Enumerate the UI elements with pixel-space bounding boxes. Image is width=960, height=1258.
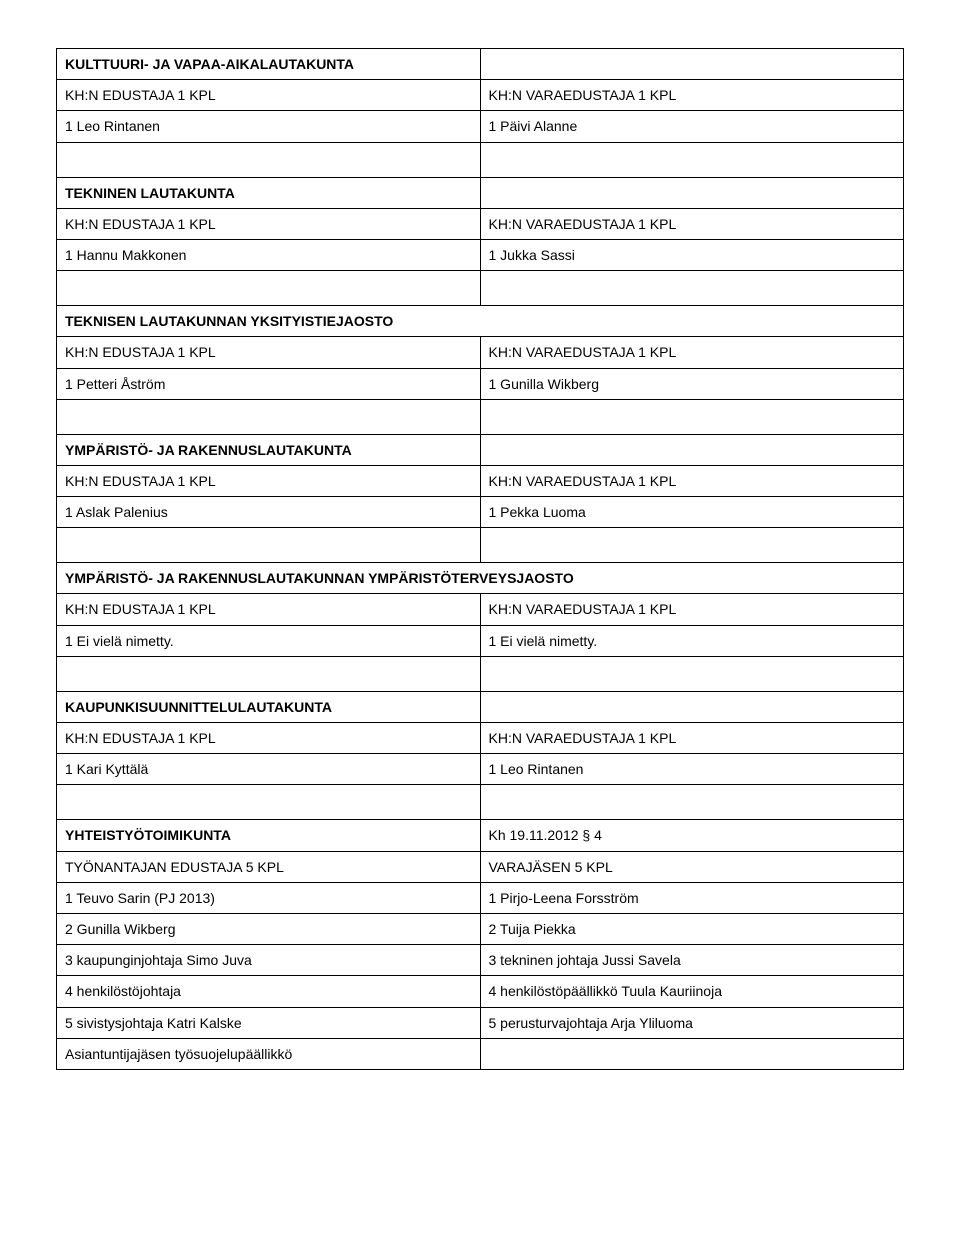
col-label: KH:N EDUSTAJA 1 KPL xyxy=(57,723,481,754)
section-title: KAUPUNKISUUNNITTELULAUTAKUNTA xyxy=(57,691,481,722)
cell-value: 1 Jukka Sassi xyxy=(480,239,904,270)
committee-table: KULTTUURI- JA VAPAA-AIKALAUTAKUNTA KH:N … xyxy=(56,48,904,1070)
col-label: KH:N EDUSTAJA 1 KPL xyxy=(57,594,481,625)
cell-value xyxy=(480,1038,904,1069)
cell-empty xyxy=(480,177,904,208)
col-label: KH:N EDUSTAJA 1 KPL xyxy=(57,208,481,239)
cell-empty xyxy=(480,528,904,563)
cell-empty xyxy=(57,271,481,306)
cell-value: 2 Gunilla Wikberg xyxy=(57,913,481,944)
cell-empty xyxy=(480,656,904,691)
cell-value: 1 Ei vielä nimetty. xyxy=(57,625,481,656)
cell-value: 1 Pirjo-Leena Forsström xyxy=(480,882,904,913)
cell-empty xyxy=(57,785,481,820)
cell-value: 1 Hannu Makkonen xyxy=(57,239,481,270)
cell-value: 1 Kari Kyttälä xyxy=(57,754,481,785)
cell-empty xyxy=(480,399,904,434)
cell-empty xyxy=(480,49,904,80)
cell-value: 1 Gunilla Wikberg xyxy=(480,368,904,399)
col-label: KH:N EDUSTAJA 1 KPL xyxy=(57,80,481,111)
cell-value: 1 Leo Rintanen xyxy=(57,111,481,142)
cell-value: 1 Leo Rintanen xyxy=(480,754,904,785)
cell-value: 1 Petteri Åström xyxy=(57,368,481,399)
cell-value: 4 henkilöstöjohtaja xyxy=(57,976,481,1007)
cell-value: 1 Ei vielä nimetty. xyxy=(480,625,904,656)
cell-value: 1 Aslak Palenius xyxy=(57,497,481,528)
cell-empty xyxy=(57,142,481,177)
cell-empty xyxy=(480,271,904,306)
section-title: KULTTUURI- JA VAPAA-AIKALAUTAKUNTA xyxy=(57,49,481,80)
cell-value: 3 tekninen johtaja Jussi Savela xyxy=(480,945,904,976)
cell-value: Asiantuntijajäsen työsuojelupäällikkö xyxy=(57,1038,481,1069)
cell-value: 4 henkilöstöpäällikkö Tuula Kauriinoja xyxy=(480,976,904,1007)
col-label: KH:N EDUSTAJA 1 KPL xyxy=(57,465,481,496)
col-label: KH:N EDUSTAJA 1 KPL xyxy=(57,337,481,368)
cell-empty xyxy=(480,691,904,722)
cell-value: 1 Pekka Luoma xyxy=(480,497,904,528)
col-label: KH:N VARAEDUSTAJA 1 KPL xyxy=(480,594,904,625)
col-label: TYÖNANTAJAN EDUSTAJA 5 KPL xyxy=(57,851,481,882)
col-label: KH:N VARAEDUSTAJA 1 KPL xyxy=(480,337,904,368)
section-title: TEKNISEN LAUTAKUNNAN YKSITYISTIEJAOSTO xyxy=(57,306,904,337)
section-title: YMPÄRISTÖ- JA RAKENNUSLAUTAKUNTA xyxy=(57,434,481,465)
cell-value: 1 Teuvo Sarin (PJ 2013) xyxy=(57,882,481,913)
cell-empty xyxy=(57,528,481,563)
cell-value: 5 perusturvajohtaja Arja Yliluoma xyxy=(480,1007,904,1038)
cell-empty xyxy=(57,656,481,691)
section-title: YHTEISTYÖTOIMIKUNTA xyxy=(57,820,481,851)
col-label: VARAJÄSEN 5 KPL xyxy=(480,851,904,882)
cell-empty xyxy=(480,434,904,465)
cell-value: 5 sivistysjohtaja Katri Kalske xyxy=(57,1007,481,1038)
cell-value: 3 kaupunginjohtaja Simo Juva xyxy=(57,945,481,976)
col-label: KH:N VARAEDUSTAJA 1 KPL xyxy=(480,723,904,754)
col-label: KH:N VARAEDUSTAJA 1 KPL xyxy=(480,465,904,496)
col-label: KH:N VARAEDUSTAJA 1 KPL xyxy=(480,80,904,111)
section-title: YMPÄRISTÖ- JA RAKENNUSLAUTAKUNNAN YMPÄRI… xyxy=(57,563,904,594)
cell-empty xyxy=(480,785,904,820)
col-label: KH:N VARAEDUSTAJA 1 KPL xyxy=(480,208,904,239)
cell-value: 2 Tuija Piekka xyxy=(480,913,904,944)
cell-empty xyxy=(57,399,481,434)
section-title-right: Kh 19.11.2012 § 4 xyxy=(480,820,904,851)
cell-empty xyxy=(480,142,904,177)
section-title: TEKNINEN LAUTAKUNTA xyxy=(57,177,481,208)
cell-value: 1 Päivi Alanne xyxy=(480,111,904,142)
